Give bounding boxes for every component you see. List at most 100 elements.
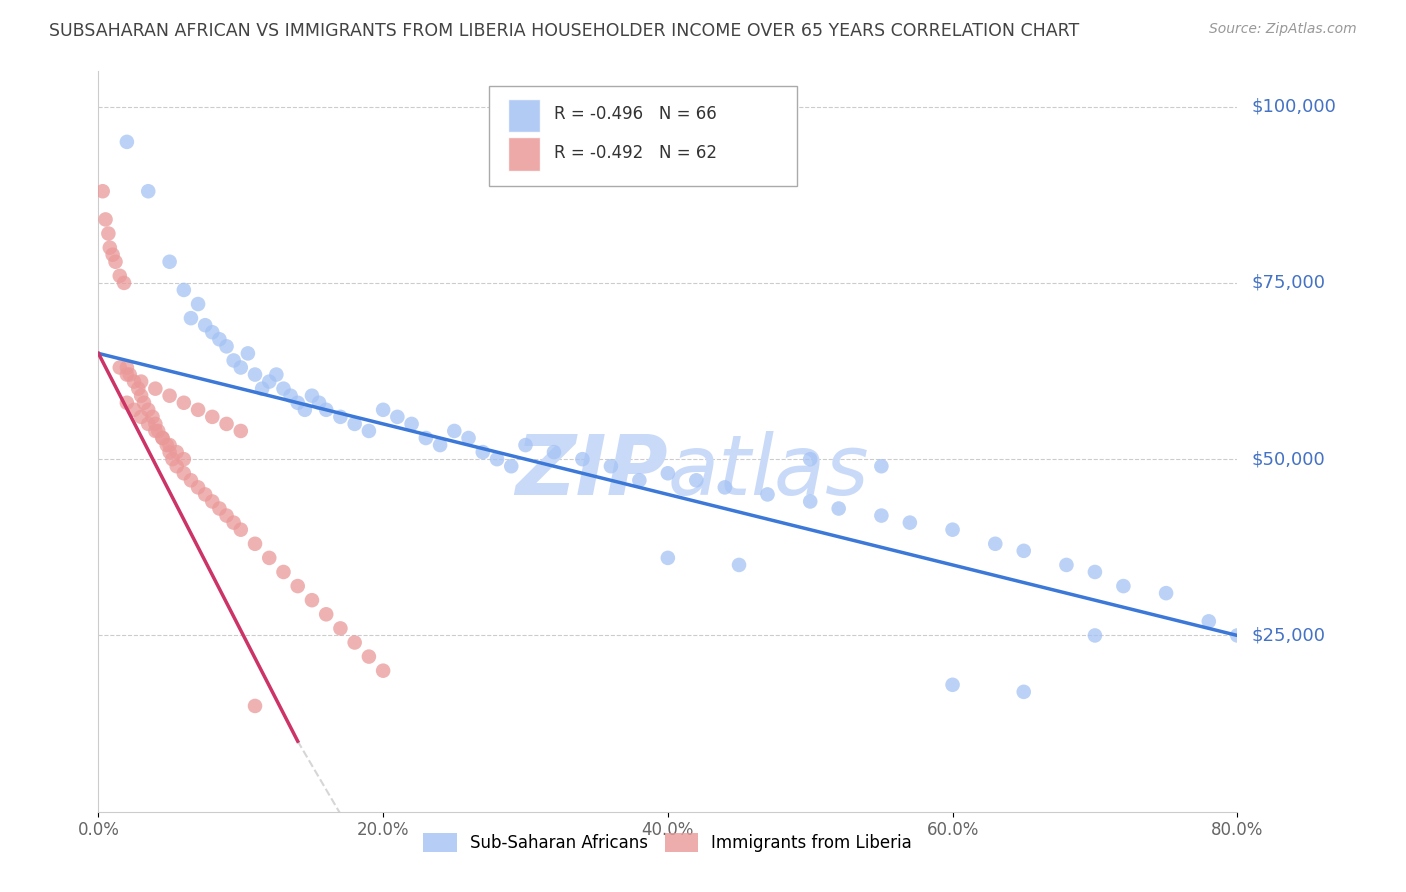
Point xyxy=(301,389,323,403)
Point xyxy=(145,424,167,438)
Point xyxy=(229,360,252,375)
Point xyxy=(201,494,224,508)
Point xyxy=(429,438,451,452)
Point xyxy=(166,459,188,474)
Point xyxy=(159,254,181,268)
Point xyxy=(287,579,309,593)
Point xyxy=(280,389,302,403)
Point xyxy=(628,473,651,487)
Point xyxy=(243,537,266,551)
Point xyxy=(180,311,202,326)
Point xyxy=(728,558,751,572)
Point xyxy=(515,438,537,452)
Point xyxy=(984,537,1007,551)
Point xyxy=(1084,628,1107,642)
Point xyxy=(129,389,152,403)
Point xyxy=(156,438,179,452)
Point xyxy=(301,593,323,607)
Point xyxy=(132,396,155,410)
Point xyxy=(122,375,145,389)
Point xyxy=(127,382,149,396)
Point xyxy=(1056,558,1078,572)
Point xyxy=(152,431,174,445)
Point xyxy=(222,516,245,530)
Point xyxy=(166,445,188,459)
Point xyxy=(543,445,565,459)
Point xyxy=(122,402,145,417)
Text: $25,000: $25,000 xyxy=(1251,626,1326,644)
Point xyxy=(315,607,337,622)
Point xyxy=(129,375,152,389)
Point xyxy=(1084,565,1107,579)
Text: $75,000: $75,000 xyxy=(1251,274,1326,292)
Point xyxy=(942,678,965,692)
Point xyxy=(273,382,295,396)
Point xyxy=(799,452,821,467)
Point xyxy=(136,184,159,198)
Point xyxy=(159,438,181,452)
Point xyxy=(315,402,337,417)
Point xyxy=(357,424,380,438)
Text: Source: ZipAtlas.com: Source: ZipAtlas.com xyxy=(1209,22,1357,37)
Point xyxy=(194,318,217,333)
Point xyxy=(145,382,167,396)
Point xyxy=(187,480,209,494)
Point xyxy=(486,452,509,467)
Point xyxy=(136,402,159,417)
Point xyxy=(259,375,281,389)
Point xyxy=(173,396,195,410)
Point xyxy=(236,346,259,360)
Point xyxy=(294,402,316,417)
Point xyxy=(118,368,141,382)
Point xyxy=(329,621,352,635)
FancyBboxPatch shape xyxy=(509,137,540,170)
Point xyxy=(229,424,252,438)
Point xyxy=(273,565,295,579)
Text: R = -0.492   N = 62: R = -0.492 N = 62 xyxy=(554,144,717,161)
Point xyxy=(222,353,245,368)
Point xyxy=(148,424,170,438)
Point xyxy=(136,417,159,431)
Point xyxy=(657,550,679,565)
Point xyxy=(329,409,352,424)
Point xyxy=(173,452,195,467)
Point xyxy=(101,248,124,262)
Point xyxy=(942,523,965,537)
Point xyxy=(152,431,174,445)
Point xyxy=(108,360,131,375)
Point xyxy=(243,368,266,382)
Point xyxy=(208,332,231,346)
Point xyxy=(799,494,821,508)
Point xyxy=(94,212,117,227)
Point xyxy=(1198,615,1220,629)
Point xyxy=(112,276,135,290)
Point xyxy=(104,254,127,268)
Point xyxy=(357,649,380,664)
Point xyxy=(215,417,238,431)
Point xyxy=(471,445,494,459)
Point xyxy=(657,467,679,481)
Point xyxy=(343,417,366,431)
Point xyxy=(141,409,163,424)
Point xyxy=(145,417,167,431)
Point xyxy=(250,382,273,396)
Point xyxy=(173,467,195,481)
Point xyxy=(108,268,131,283)
Point xyxy=(1112,579,1135,593)
Point xyxy=(266,368,288,382)
Point xyxy=(159,389,181,403)
Point xyxy=(898,516,921,530)
Text: SUBSAHARAN AFRICAN VS IMMIGRANTS FROM LIBERIA HOUSEHOLDER INCOME OVER 65 YEARS C: SUBSAHARAN AFRICAN VS IMMIGRANTS FROM LI… xyxy=(49,22,1080,40)
Legend: Sub-Saharan Africans, Immigrants from Liberia: Sub-Saharan Africans, Immigrants from Li… xyxy=(416,826,920,859)
Point xyxy=(571,452,593,467)
Point xyxy=(259,550,281,565)
Point xyxy=(371,664,394,678)
Point xyxy=(201,325,224,339)
Point xyxy=(215,339,238,353)
Point xyxy=(115,396,138,410)
Point xyxy=(97,227,120,241)
Point xyxy=(287,396,309,410)
Point xyxy=(208,501,231,516)
Point xyxy=(115,135,138,149)
Point xyxy=(828,501,851,516)
